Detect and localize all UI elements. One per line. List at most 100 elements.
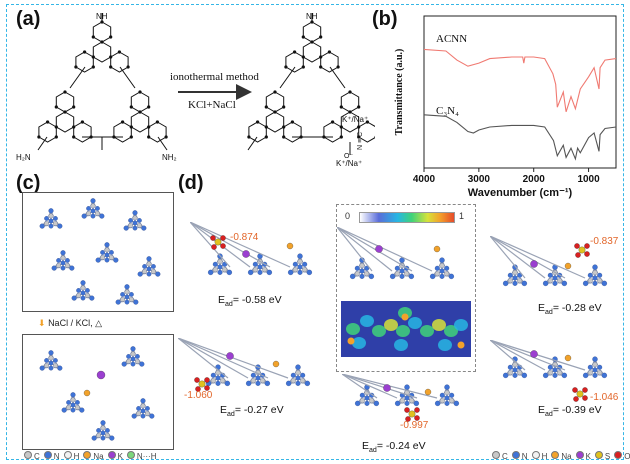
eads-label-1: Ead= -0.58 eV — [218, 294, 282, 309]
nh-label-right: NH — [306, 12, 318, 21]
density-blob — [438, 339, 452, 351]
legend-entry: N — [511, 451, 528, 461]
sulfate-group — [210, 235, 226, 250]
charge-label-4: -0.837 — [590, 236, 619, 247]
series-label-c3n4: C₃N₄ — [436, 105, 459, 117]
legend-entry: K — [575, 451, 591, 461]
density-render — [346, 307, 468, 351]
density-blob — [384, 319, 398, 331]
x-tick-label: 4000 — [413, 174, 436, 185]
panel-label-b: (b) — [372, 8, 398, 30]
legend-entry: Na — [83, 451, 104, 461]
legend-label: Na — [561, 452, 572, 461]
legend-dot-icon — [531, 451, 540, 459]
adsorption-config-2 — [178, 338, 311, 392]
density-blob — [372, 325, 386, 337]
molecule — [490, 236, 608, 287]
series-group — [423, 48, 617, 161]
x-tick-label: 1000 — [577, 174, 600, 185]
acnn-structure — [247, 13, 375, 155]
charge-density-map — [341, 301, 471, 357]
colorbar-min: 0 — [345, 211, 351, 221]
density-blob — [420, 325, 434, 337]
legend-label: K — [585, 452, 591, 461]
density-blob — [360, 315, 374, 327]
molecule — [190, 222, 313, 276]
colorbar-max: 1 — [459, 211, 465, 221]
density-blob — [352, 337, 366, 349]
panel-label-c: (c) — [16, 172, 41, 194]
y-axis-label: Transmittance (a.u.) — [394, 49, 405, 136]
network — [39, 198, 161, 305]
charge-density-box: 0 1 — [336, 204, 476, 372]
legend-dot-icon — [575, 451, 584, 459]
molecule — [342, 374, 460, 407]
series-label-acnn: ACNN — [436, 33, 467, 45]
legend-entry: N···H — [126, 451, 157, 461]
panel-label-d: (d) — [178, 172, 204, 194]
adsorption-config-4 — [490, 236, 608, 287]
density-hotspot — [401, 313, 409, 321]
legend-dot-icon — [551, 451, 560, 459]
legend-dot-icon — [614, 451, 623, 459]
x-axis-label: Wavenumber (cm⁻¹) — [468, 187, 573, 199]
charge-label-2: -1.060 — [184, 390, 213, 401]
pristine-structure-box — [22, 192, 174, 312]
molecule — [490, 340, 608, 379]
legend-dot-icon — [107, 451, 116, 459]
oxygen-minus: O⁻ — [344, 153, 353, 160]
counterion-2: K⁺/Na⁺ — [336, 159, 362, 168]
sulfate-group — [404, 407, 420, 422]
eads-label-5: Ead= -0.39 eV — [538, 404, 602, 419]
center-structure — [337, 227, 455, 280]
reaction-scheme: NH H₂N NH₂ ionothermal method KCl+NaCl N… — [16, 12, 375, 168]
legend-dot-icon — [594, 451, 603, 459]
cyano-group: N ≡ C — [357, 132, 364, 150]
legend-entry: O — [614, 451, 630, 461]
legend-entry: K — [107, 451, 123, 461]
legend-dot-icon — [43, 451, 52, 459]
density-hotspot — [347, 337, 355, 345]
x-tick-label: 3000 — [468, 174, 491, 185]
plot-area — [423, 15, 617, 169]
density-blob — [432, 319, 446, 331]
series-line-acnn — [423, 48, 617, 112]
density-blob — [346, 323, 360, 335]
density-blob — [394, 339, 408, 351]
x-axis-ticks: 4000 3000 2000 1000 — [413, 168, 600, 185]
legend-label: N — [521, 452, 528, 461]
adsorption-config-5 — [490, 340, 608, 402]
arrow-bottom-text: KCl+NaCl — [188, 99, 236, 111]
colorbar — [359, 212, 455, 223]
pristine-structure-render — [39, 198, 161, 305]
legend-label: O — [624, 452, 630, 461]
legend-label: H — [73, 452, 80, 461]
x-tick-label: 2000 — [523, 174, 546, 185]
legend-entry: C — [492, 451, 508, 461]
density-blob — [398, 307, 412, 319]
treatment-step: ⬇ NaCl / KCl, △ — [38, 318, 102, 329]
legend-d: C N H Na K S O — [492, 451, 630, 461]
legend-dot-icon — [126, 451, 135, 459]
legend-label: N···H — [136, 452, 157, 461]
molecule — [178, 338, 311, 387]
adsorption-config-1 — [190, 222, 313, 276]
counterion-1: K⁺/Na⁺ — [342, 115, 368, 124]
legend-label: S — [604, 452, 611, 461]
legend-entry: C — [24, 451, 40, 461]
legend-c: C N H Na K N···H — [24, 451, 160, 461]
treated-structure-render — [39, 346, 155, 441]
density-blob — [396, 325, 410, 337]
series-line-c3n4 — [423, 114, 617, 161]
adsorption-config-3 — [342, 374, 460, 422]
treatment-label: NaCl / KCl, △ — [48, 318, 102, 328]
legend-label: C — [34, 452, 40, 461]
legend-dot-icon — [492, 451, 500, 459]
sulfate-group — [194, 377, 210, 392]
molecule — [337, 227, 455, 280]
eads-label-4: Ead= -0.28 eV — [538, 302, 602, 317]
density-blob — [454, 319, 468, 331]
legend-entry: N — [43, 451, 60, 461]
legend-label: K — [117, 452, 123, 461]
treated-structure-box — [22, 334, 174, 450]
